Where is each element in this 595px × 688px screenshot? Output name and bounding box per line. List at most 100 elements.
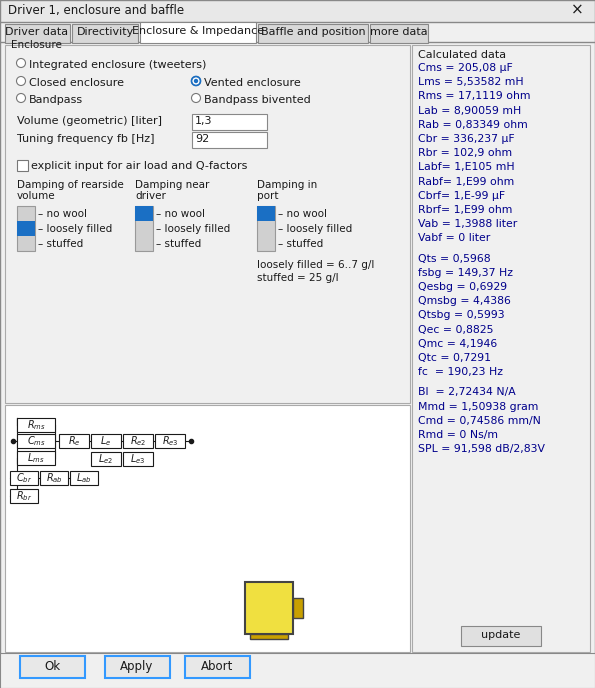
Text: Cbr = 336,237 µF: Cbr = 336,237 µF — [418, 134, 515, 144]
Bar — [40, 471, 68, 485]
Bar — [91, 452, 121, 466]
Text: Enclosure & Impedance: Enclosure & Impedance — [132, 26, 264, 36]
Text: more data: more data — [370, 27, 428, 37]
Text: Cms = 205,08 µF: Cms = 205,08 µF — [418, 63, 513, 73]
Text: Volume (geometric) [liter]: Volume (geometric) [liter] — [17, 116, 162, 126]
Bar — [17, 451, 55, 465]
Text: $R_{e3}$: $R_{e3}$ — [162, 434, 178, 448]
Text: ×: × — [571, 3, 583, 18]
Text: $C_{br}$: $C_{br}$ — [16, 471, 32, 485]
Text: $R_{e2}$: $R_{e2}$ — [130, 434, 146, 448]
Text: – no wool: – no wool — [38, 209, 87, 219]
Text: – no wool: – no wool — [156, 209, 205, 219]
Text: Qesbg = 0,6929: Qesbg = 0,6929 — [418, 282, 507, 292]
Circle shape — [17, 94, 26, 103]
Text: fc  = 190,23 Hz: fc = 190,23 Hz — [418, 367, 503, 377]
Bar — [59, 434, 89, 448]
Bar — [250, 634, 288, 639]
Text: Closed enclosure: Closed enclosure — [29, 78, 124, 88]
Bar — [245, 582, 293, 634]
Bar — [123, 434, 153, 448]
Text: Rmd = 0 Ns/m: Rmd = 0 Ns/m — [418, 430, 498, 440]
Text: Vabf = 0 liter: Vabf = 0 liter — [418, 233, 490, 244]
Bar — [17, 221, 35, 236]
Bar — [5, 405, 410, 652]
Text: Rabf= 1,E99 ohm: Rabf= 1,E99 ohm — [418, 177, 514, 186]
Text: Damping near: Damping near — [135, 180, 209, 190]
Text: Qtc = 0,7291: Qtc = 0,7291 — [418, 353, 491, 363]
Text: Rbrf= 1,E99 ohm: Rbrf= 1,E99 ohm — [418, 205, 512, 215]
Text: Qmsbg = 4,4386: Qmsbg = 4,4386 — [418, 297, 511, 306]
Text: fsbg = 149,37 Hz: fsbg = 149,37 Hz — [418, 268, 513, 278]
Bar — [185, 656, 250, 678]
Text: driver: driver — [135, 191, 166, 201]
Text: explicit input for air load and Q-factors: explicit input for air load and Q-factor… — [31, 161, 248, 171]
Text: $L_{e2}$: $L_{e2}$ — [98, 452, 114, 466]
Text: Directivity: Directivity — [76, 27, 134, 37]
Text: $L_{ms}$: $L_{ms}$ — [27, 451, 45, 465]
Bar — [0, 0, 595, 22]
Bar — [412, 45, 590, 652]
Bar — [105, 656, 170, 678]
Text: stuffed = 25 g/l: stuffed = 25 g/l — [257, 273, 339, 283]
Circle shape — [192, 76, 201, 85]
Text: Rms = 17,1119 ohm: Rms = 17,1119 ohm — [418, 92, 531, 101]
Text: Driver data: Driver data — [5, 27, 68, 37]
Bar — [72, 24, 138, 43]
Circle shape — [194, 79, 198, 83]
Text: – loosely filled: – loosely filled — [38, 224, 112, 234]
Bar — [10, 489, 38, 503]
Text: $L_{e3}$: $L_{e3}$ — [130, 452, 146, 466]
Bar — [135, 206, 153, 221]
Bar — [5, 24, 70, 43]
Bar — [135, 206, 153, 251]
Bar — [257, 206, 275, 251]
Text: Qec = 0,8825: Qec = 0,8825 — [418, 325, 493, 334]
Bar — [293, 598, 303, 618]
Text: SPL = 91,598 dB/2,83V: SPL = 91,598 dB/2,83V — [418, 444, 545, 454]
Bar — [91, 434, 121, 448]
Text: Tuning frequency fb [Hz]: Tuning frequency fb [Hz] — [17, 134, 155, 144]
Text: – loosely filled: – loosely filled — [278, 224, 352, 234]
Text: – loosely filled: – loosely filled — [156, 224, 230, 234]
Text: – stuffed: – stuffed — [156, 239, 201, 249]
Bar — [0, 653, 595, 688]
Bar — [257, 206, 275, 221]
Text: 1,3: 1,3 — [195, 116, 212, 126]
Text: Integrated enclosure (tweeters): Integrated enclosure (tweeters) — [29, 60, 206, 70]
Text: – stuffed: – stuffed — [278, 239, 323, 249]
Text: Labf= 1,E105 mH: Labf= 1,E105 mH — [418, 162, 515, 173]
Text: Bandpass bivented: Bandpass bivented — [204, 95, 311, 105]
Text: Baffle and position: Baffle and position — [261, 27, 365, 37]
Bar — [70, 471, 98, 485]
Text: Ok: Ok — [44, 660, 60, 673]
Text: Enclosure: Enclosure — [11, 40, 62, 50]
Bar — [123, 452, 153, 466]
Text: Qmc = 4,1946: Qmc = 4,1946 — [418, 338, 497, 349]
Text: Lms = 5,53582 mH: Lms = 5,53582 mH — [418, 77, 524, 87]
Text: $L_{ab}$: $L_{ab}$ — [76, 471, 92, 485]
Bar — [17, 418, 55, 432]
Circle shape — [17, 76, 26, 85]
Text: Driver 1, enclosure and baffle: Driver 1, enclosure and baffle — [8, 4, 184, 17]
Text: Vab = 1,3988 liter: Vab = 1,3988 liter — [418, 219, 517, 229]
Bar — [17, 160, 28, 171]
Text: port: port — [257, 191, 278, 201]
Text: – no wool: – no wool — [278, 209, 327, 219]
Text: volume: volume — [17, 191, 55, 201]
Bar — [140, 22, 256, 43]
Text: Abort: Abort — [201, 660, 233, 673]
Text: $C_{ms}$: $C_{ms}$ — [27, 434, 45, 448]
Bar — [370, 24, 428, 43]
Text: Cmd = 0,74586 mm/N: Cmd = 0,74586 mm/N — [418, 416, 541, 426]
Text: Cbrf= 1,E-99 µF: Cbrf= 1,E-99 µF — [418, 191, 505, 201]
Text: Damping in: Damping in — [257, 180, 317, 190]
Text: $R_{br}$: $R_{br}$ — [16, 489, 32, 503]
Bar — [5, 45, 410, 403]
Text: Calculated data: Calculated data — [418, 50, 506, 60]
Circle shape — [17, 58, 26, 67]
Bar — [192, 132, 267, 148]
Text: loosely filled = 6..7 g/l: loosely filled = 6..7 g/l — [257, 260, 374, 270]
Text: update: update — [481, 630, 521, 640]
Bar — [461, 626, 541, 646]
